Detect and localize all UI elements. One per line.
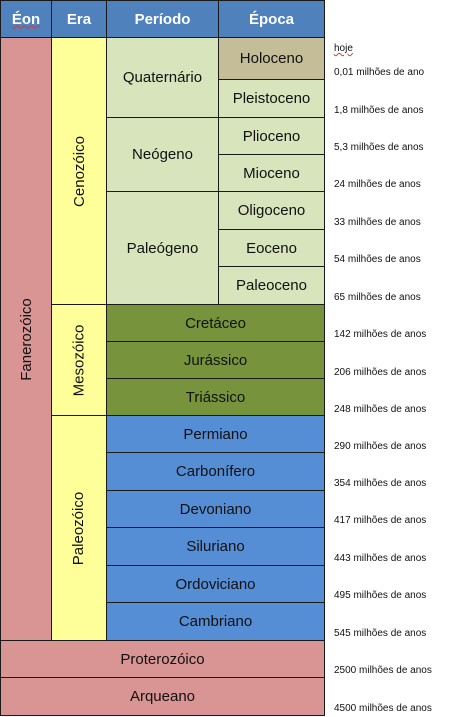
age-label: 1,8 milhões de anos (334, 105, 424, 116)
age-label: 495 milhões de anos (334, 590, 427, 601)
header-era: Era (51, 0, 107, 38)
age-label: 417 milhões de anos (334, 515, 427, 526)
age-label-hoje: hoje (334, 43, 353, 54)
age-label: 65 milhões de anos (334, 292, 421, 303)
epoch-pleistoceno: Pleistoceno (218, 79, 325, 118)
header-eon-label: Éon (11, 10, 41, 28)
age-label: 206 milhões de anos (334, 367, 427, 378)
age-label: 2500 milhões de anos (334, 665, 432, 676)
epoch-plioceno: Plioceno (218, 117, 325, 155)
age-label: 443 milhões de anos (334, 553, 427, 564)
eon-proterozoico: Proterozóico (0, 640, 325, 678)
age-label: 248 milhões de anos (334, 404, 427, 415)
age-label: 24 milhões de anos (334, 179, 421, 190)
period-paleogeno: Paleógeno (106, 191, 219, 305)
eon-fanerozoico: Fanerozóico (0, 37, 52, 641)
era-mesozoico: Mesozóico (51, 304, 107, 416)
period-quaternario: Quaternário (106, 37, 219, 118)
epoch-eoceno: Eoceno (218, 229, 325, 267)
eon-fanerozoico-label: Fanerozóico (17, 297, 35, 381)
age-label: 5,3 milhões de anos (334, 142, 424, 153)
period-permiano: Permiano (106, 415, 325, 453)
period-carbonifero: Carbonífero (106, 452, 325, 491)
period-devoniano: Devoniano (106, 490, 325, 528)
period-neogeno: Neógeno (106, 117, 219, 192)
era-mesozoico-label: Mesozóico (70, 324, 88, 396)
eon-arqueano: Arqueano (0, 677, 325, 716)
period-cretaceo: Cretáceo (106, 304, 325, 342)
period-cambriano: Cambriano (106, 602, 325, 641)
era-paleozoico: Paleozóico (51, 415, 107, 641)
era-paleozoico-label: Paleozóico (70, 491, 88, 565)
period-jurassico: Jurássico (106, 341, 325, 379)
age-label: 354 milhões de anos (334, 478, 427, 489)
age-label: 4500 milhões de anos (334, 703, 432, 714)
header-epoca: Época (218, 0, 325, 38)
age-label: 290 milhões de anos (334, 441, 427, 452)
age-label: 0,01 milhões de ano (334, 67, 425, 78)
epoch-mioceno: Mioceno (218, 154, 325, 192)
age-label: 545 milhões de anos (334, 628, 427, 639)
period-triassico: Triássico (106, 378, 325, 416)
epoch-paleoceno: Paleoceno (218, 266, 325, 305)
age-label: 54 milhões de anos (334, 254, 421, 265)
epoch-holoceno: Holoceno (218, 37, 325, 80)
age-label: 33 milhões de anos (334, 217, 421, 228)
era-cenozoico: Cenozóico (51, 37, 107, 305)
period-ordoviciano: Ordoviciano (106, 565, 325, 603)
age-label: 142 milhões de anos (334, 329, 427, 340)
period-siluriano: Siluriano (106, 527, 325, 566)
header-periodo: Período (106, 0, 219, 38)
era-cenozoico-label: Cenozóico (70, 135, 88, 207)
header-eon: Éon (0, 0, 52, 38)
epoch-oligoceno: Oligoceno (218, 191, 325, 230)
